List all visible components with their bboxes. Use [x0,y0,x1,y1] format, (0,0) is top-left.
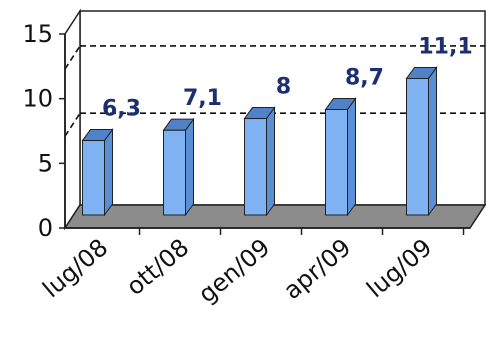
chart-bars [81,65,438,217]
bar-side-0 [104,127,113,217]
bar-front-1 [163,129,186,216]
data-label-0: 6,3 [102,97,141,122]
bar-side-4 [428,65,437,217]
bar-side-3 [347,96,356,217]
bar-side-2 [266,105,275,217]
x-tick-label-2: gen/09 [193,233,275,308]
bar-top-3 [324,97,357,110]
chart-gridlines [64,45,485,137]
gridline-side-1 [64,45,81,70]
bar-top-0 [81,129,114,142]
x-tick-label-3: apr/09 [278,233,356,305]
bar-front-2 [244,118,267,216]
y-tick-label-1: 5 [38,149,53,177]
bar-top-2 [243,107,276,120]
y-tick-label-3: 15 [22,20,53,48]
data-label-2: 8 [276,75,291,100]
chart-axes: 0 5 10 15 [22,20,470,242]
bar-top-4 [405,66,438,79]
bar-side-1 [185,117,194,217]
data-label-1: 7,1 [183,86,222,111]
bar-front-0 [82,140,105,216]
x-tick-label-4: lug/09 [361,233,437,303]
side-wall [64,8,81,231]
data-label-4: 11,1 [418,34,472,59]
bar-front-3 [325,108,348,216]
x-tick-label-1: ott/08 [121,233,194,301]
bar-front-4 [406,77,429,216]
gridline-side-0 [64,112,81,137]
bar-top-1 [162,118,195,131]
y-tick-label-0: 0 [38,214,53,242]
x-tick-label-0: lug/08 [37,233,113,303]
data-label-3: 8,7 [345,65,384,90]
y-tick-label-2: 10 [22,85,53,113]
